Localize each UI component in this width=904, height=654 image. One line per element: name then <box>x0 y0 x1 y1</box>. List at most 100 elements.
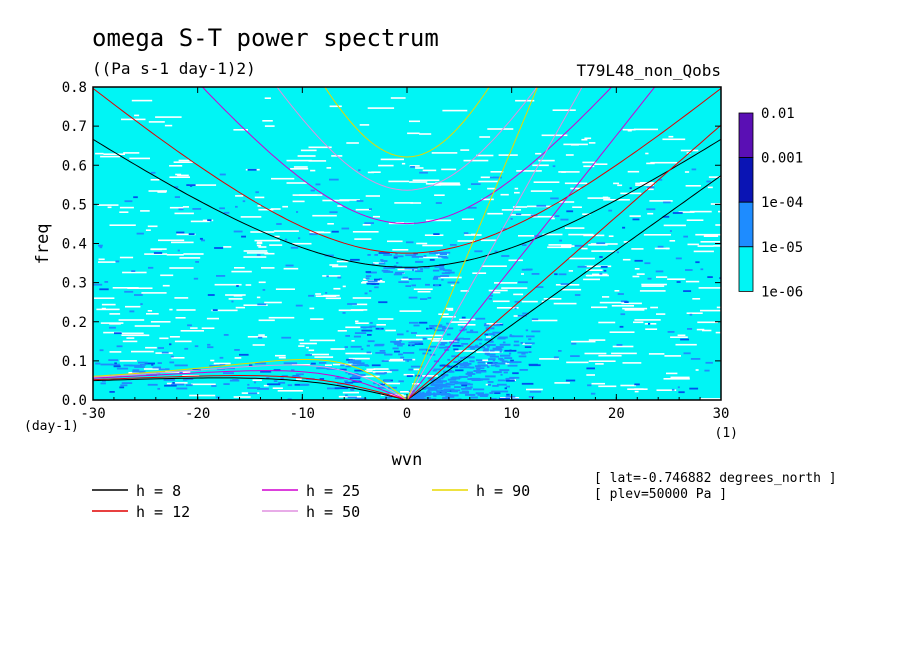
texture-speck <box>500 193 509 196</box>
power-cell <box>428 394 431 396</box>
texture-speck <box>308 146 332 149</box>
x-tick-label: -20 <box>185 406 210 422</box>
kelvin-curve-h90 <box>406 87 539 400</box>
texture-speck <box>109 351 122 353</box>
texture-speck <box>127 287 153 289</box>
kelvin-curve-h50 <box>406 87 583 400</box>
power-cell <box>494 362 506 365</box>
power-cell <box>402 276 409 279</box>
power-cell <box>324 254 334 257</box>
rossby-curve-h25 <box>93 370 408 400</box>
power-cell <box>185 378 194 380</box>
power-cell <box>632 218 640 221</box>
power-cell <box>239 353 249 356</box>
texture-speck <box>176 309 196 311</box>
power-cell <box>408 368 414 371</box>
texture-speck <box>715 224 721 226</box>
texture-speck <box>472 272 487 274</box>
power-cell <box>475 344 479 347</box>
power-cell <box>133 196 138 199</box>
power-cell <box>720 180 721 182</box>
power-cell <box>506 385 510 388</box>
texture-speck <box>633 128 658 131</box>
power-cell <box>98 244 103 247</box>
texture-speck <box>641 285 665 287</box>
power-cell <box>415 393 424 396</box>
texture-speck <box>122 340 138 343</box>
colorbar: 0.01 0.001 1e-04 1e-05 1e-06 <box>738 106 803 300</box>
texture-speck <box>162 284 170 287</box>
power-cell <box>454 382 459 385</box>
texture-speck <box>296 378 302 381</box>
texture-speck <box>359 124 370 126</box>
power-cell <box>493 324 500 327</box>
power-cell <box>617 293 624 295</box>
power-cell <box>470 396 478 399</box>
power-cell <box>667 331 675 333</box>
power-cell <box>470 386 473 389</box>
power-cell <box>432 269 440 272</box>
texture-speck <box>442 316 456 318</box>
texture-speck <box>627 129 632 132</box>
power-cell <box>403 352 415 354</box>
power-cell <box>121 382 133 384</box>
texture-speck <box>707 186 713 189</box>
power-cell <box>484 333 489 336</box>
texture-speck <box>256 242 263 245</box>
power-cell <box>367 254 371 256</box>
power-cell <box>281 336 292 339</box>
texture-speck <box>174 212 194 215</box>
ig-curve-h25 <box>201 87 613 225</box>
power-cell <box>455 377 461 380</box>
texture-speck <box>558 171 580 173</box>
power-cell <box>337 276 342 279</box>
texture-speck <box>571 340 596 343</box>
power-cell <box>461 390 469 393</box>
power-cell <box>459 382 471 385</box>
texture-speck <box>337 205 343 207</box>
texture-speck <box>485 383 490 386</box>
power-cell <box>449 381 459 384</box>
power-cell <box>421 387 427 390</box>
power-cell <box>526 335 535 338</box>
power-cell <box>494 250 498 253</box>
legend-label: h = 50 <box>306 503 360 521</box>
power-cell <box>212 309 218 311</box>
ig-curve-h50 <box>276 87 538 191</box>
power-cell <box>644 262 651 265</box>
texture-speck <box>223 246 232 248</box>
texture-speck <box>298 345 305 347</box>
texture-speck <box>501 287 528 289</box>
texture-speck <box>548 244 572 246</box>
power-cell <box>442 396 451 399</box>
y-tick-label: 0.4 <box>62 237 87 253</box>
power-cell <box>492 359 496 362</box>
power-cell <box>410 365 423 368</box>
texture-speck <box>521 273 524 275</box>
power-cell <box>634 383 640 386</box>
texture-speck <box>455 350 476 352</box>
power-cell <box>434 275 441 278</box>
y-tick-label: 0.2 <box>62 315 87 331</box>
texture-speck <box>413 288 433 290</box>
texture-speck <box>247 336 268 338</box>
power-cell <box>574 294 581 296</box>
power-cell <box>437 387 443 390</box>
power-cell <box>414 343 424 345</box>
power-cell <box>435 381 443 384</box>
texture-speck <box>206 317 219 320</box>
texture-speck <box>234 357 242 359</box>
texture-speck <box>487 187 496 190</box>
texture-speck <box>264 97 271 99</box>
power-cell <box>367 271 377 274</box>
power-cell <box>285 264 294 267</box>
texture-speck <box>351 340 355 342</box>
texture-speck <box>584 265 612 268</box>
texture-speck <box>190 327 198 329</box>
power-cell <box>291 375 301 378</box>
texture-speck <box>599 301 625 304</box>
power-cell <box>599 256 603 258</box>
power-cell <box>186 184 196 186</box>
power-cell <box>124 290 134 293</box>
texture-speck <box>422 244 443 247</box>
